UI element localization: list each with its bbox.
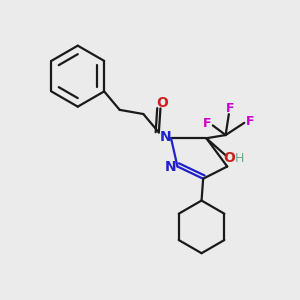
Text: F: F [203,117,211,130]
Text: N: N [165,160,177,174]
Text: F: F [226,102,234,115]
Text: F: F [246,115,254,128]
Text: H: H [234,152,244,165]
Text: N: N [160,130,171,144]
Text: O: O [224,152,236,166]
Text: O: O [156,96,168,110]
